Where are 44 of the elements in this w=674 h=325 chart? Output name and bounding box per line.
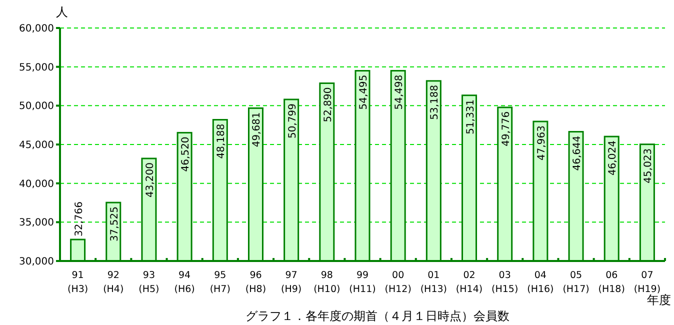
- x-tick-label: 91 (H3): [67, 270, 88, 295]
- data-label: 54,495: [358, 74, 370, 110]
- x-tick-label: 02 (H14): [456, 270, 483, 295]
- x-tick-label: 05 (H17): [562, 270, 590, 295]
- y-tick-label: 55,000: [19, 62, 54, 74]
- x-tick-label: 06 (H18): [598, 270, 625, 295]
- x-tick-label: 95 (H7): [210, 270, 230, 295]
- data-label: 49,681: [252, 112, 263, 148]
- y-tick-label: 35,000: [19, 218, 54, 229]
- x-tick-label: 97 (H9): [281, 270, 302, 295]
- data-label: 49,776: [500, 111, 512, 146]
- data-label: 53,188: [430, 84, 441, 120]
- data-label: 46,024: [608, 140, 619, 176]
- text: グラフ１．各年度の期首（４月１日時点）会員数: [246, 309, 510, 323]
- x-axis-title: 年度: [647, 293, 671, 307]
- y-tick-label: 40,000: [19, 178, 54, 190]
- data-label: 37,525: [109, 206, 120, 242]
- y-tick-label: 30,000: [19, 256, 54, 268]
- data-label: 45,023: [643, 148, 654, 184]
- data-label: 46,644: [572, 136, 584, 171]
- x-tick-label: 00 (H12): [384, 270, 412, 295]
- y-tick-label: 50,000: [19, 101, 54, 112]
- data-label: 47,963: [536, 125, 548, 160]
- x-tick-label: 99 (H11): [349, 270, 376, 295]
- x-tick-label: 07 (H19): [634, 270, 661, 295]
- data-label: 32,766: [74, 202, 85, 237]
- y-tick-label: 60,000: [19, 24, 54, 34]
- data-label: 50,799: [287, 103, 298, 138]
- x-tick-label: 01 (H13): [420, 270, 448, 295]
- x-tick-label: 93 (H5): [138, 270, 160, 295]
- data-label: 52,890: [322, 87, 334, 122]
- x-tick-label: 04 (H16): [527, 270, 554, 295]
- data-label: 54,498: [394, 74, 406, 110]
- x-tick-label: 03 (H15): [492, 270, 518, 295]
- data-label: 43,200: [144, 162, 156, 198]
- y-axis-title: 人: [56, 5, 68, 19]
- data-label: 46,520: [180, 136, 192, 172]
- x-tick-label: 96 (H8): [245, 270, 266, 295]
- x-tick-label: 98 (H10): [314, 270, 340, 295]
- y-tick-label: 45,000: [19, 140, 54, 151]
- data-label: 51,331: [465, 99, 476, 134]
- data-label: 48,188: [216, 124, 228, 159]
- x-tick-label: 92 (H4): [103, 270, 124, 295]
- x-tick-label: 94 (H6): [174, 270, 195, 295]
